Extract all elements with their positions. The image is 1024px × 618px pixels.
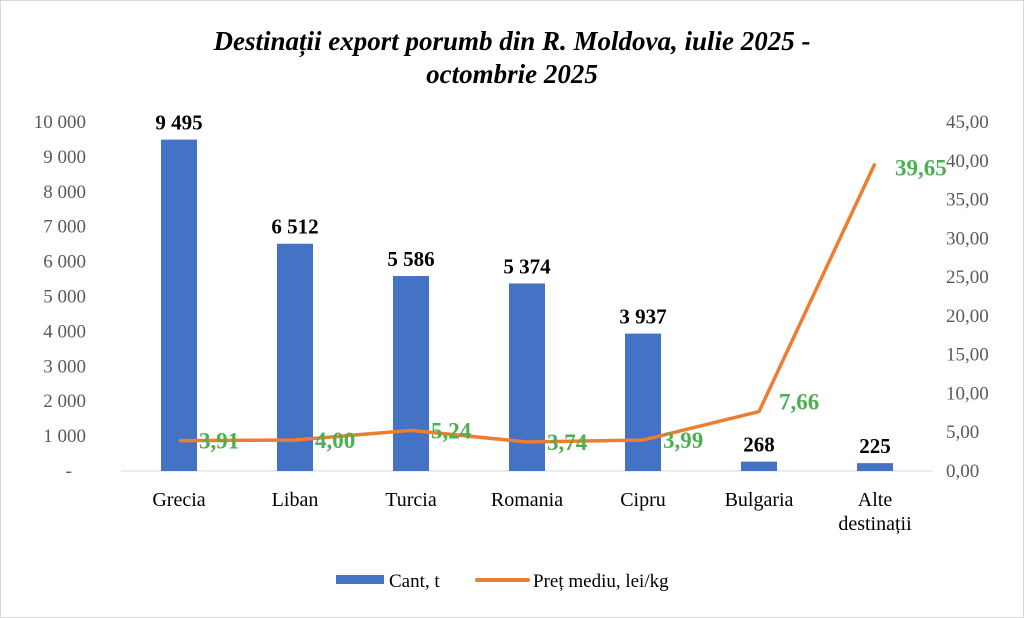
right-axis-tick: 40,00 xyxy=(946,151,989,172)
bar-liban xyxy=(277,243,313,471)
left-axis-tick: 10 000 xyxy=(34,112,86,133)
legend-bar-swatch xyxy=(336,575,384,584)
price-line xyxy=(178,162,877,444)
left-axis-tick: 9 000 xyxy=(43,147,86,168)
category-label: Bulgaria xyxy=(725,489,794,511)
bar-bulgaria xyxy=(741,461,777,471)
line-data-label: 5,24 xyxy=(431,418,472,443)
line-data-label: 39,65 xyxy=(895,155,947,180)
right-axis-tick: 20,00 xyxy=(946,306,989,327)
bar-grecia xyxy=(161,139,197,471)
left-axis-tick: 7 000 xyxy=(43,217,86,238)
bar-cipru xyxy=(625,333,661,471)
right-axis-tick: 35,00 xyxy=(946,190,989,211)
category-label: Cipru xyxy=(620,489,666,511)
category-label: Alte destinații xyxy=(838,489,912,535)
left-axis-tick: 5 000 xyxy=(43,287,86,308)
bar-data-label: 268 xyxy=(743,433,775,457)
right-axis-tick: 45,00 xyxy=(946,112,989,133)
right-axis-tick: 30,00 xyxy=(946,228,989,249)
left-axis-tick: 4 000 xyxy=(43,321,86,342)
bar-data-label: 9 495 xyxy=(155,111,202,135)
right-axis-tick: 5,00 xyxy=(946,422,979,443)
bar-data-label: 6 512 xyxy=(271,215,318,239)
legend-label-pret: Preț mediu, lei/kg xyxy=(533,571,669,592)
left-axis-tick: 8 000 xyxy=(43,182,86,203)
bar-data-label: 5 586 xyxy=(387,247,434,271)
left-axis-tick: 3 000 xyxy=(43,356,86,377)
bar-data-label: 5 374 xyxy=(503,254,551,278)
bar-alte-destinații xyxy=(857,463,893,471)
right-axis-tick: 10,00 xyxy=(946,383,989,404)
category-label: Romania xyxy=(491,489,563,511)
bar-data-label: 3 937 xyxy=(619,305,666,329)
line-data-label: 3,74 xyxy=(547,430,588,455)
line-data-label: 4,00 xyxy=(315,428,355,453)
chart-title: octombrie 2025 xyxy=(426,59,598,89)
left-axis-tick: 2 000 xyxy=(43,391,86,412)
line-data-label: 7,66 xyxy=(779,390,819,415)
right-axis-tick: 25,00 xyxy=(946,267,989,288)
line-data-label: 3,91 xyxy=(199,429,239,454)
left-axis-tick: - xyxy=(66,461,72,482)
right-axis-tick: 0,00 xyxy=(946,461,979,482)
left-axis-tick: 6 000 xyxy=(43,252,86,273)
category-label: Liban xyxy=(272,489,319,511)
bar-data-label: 225 xyxy=(859,434,891,458)
category-label: Turcia xyxy=(385,489,437,511)
left-axis-tick: 1 000 xyxy=(43,426,86,447)
right-axis-tick: 15,00 xyxy=(946,345,989,366)
category-label: Grecia xyxy=(152,489,205,511)
bar-turcia xyxy=(393,276,429,471)
legend-label-cant: Cant, t xyxy=(389,571,440,592)
line-data-label: 3,99 xyxy=(663,428,703,453)
chart-title: Destinații export porumb din R. Moldova,… xyxy=(212,26,810,57)
